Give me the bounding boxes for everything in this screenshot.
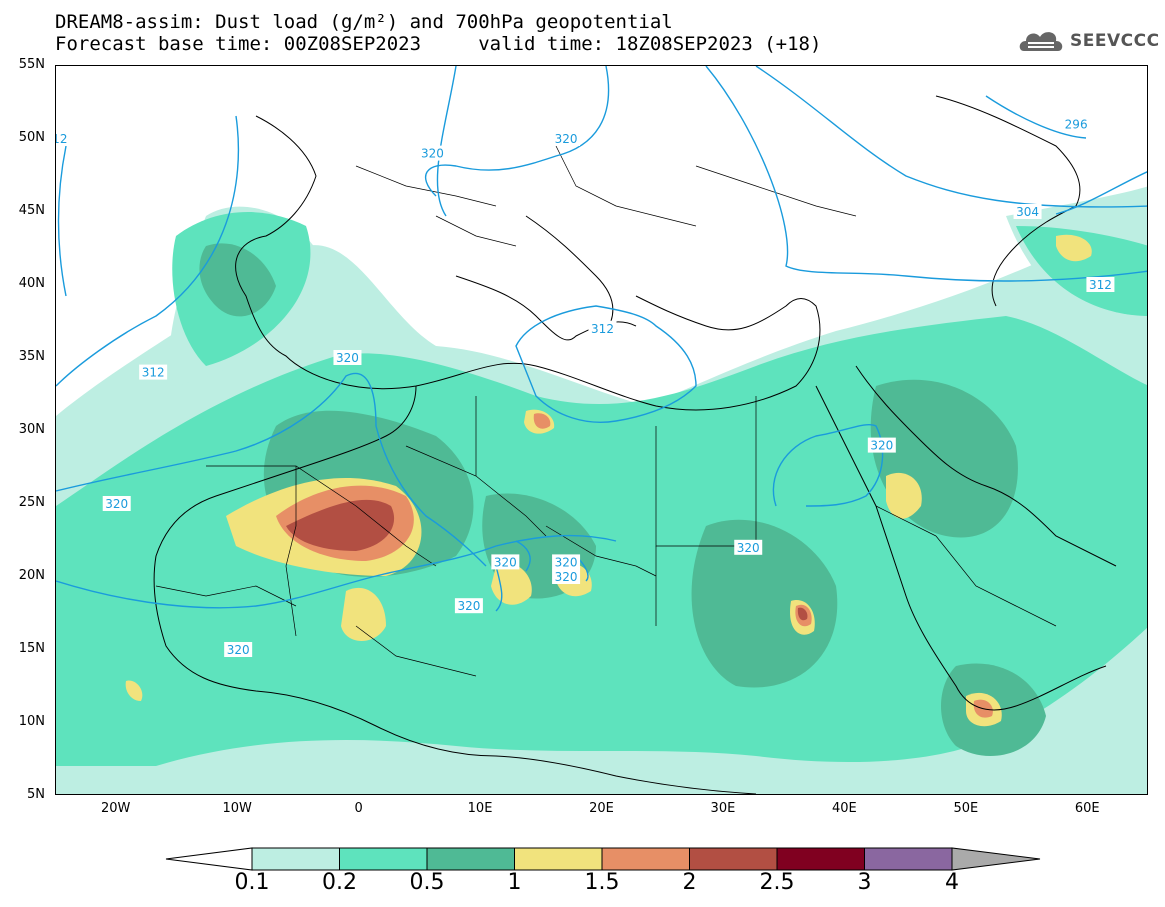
colorbar-segment xyxy=(426,847,515,871)
contour-label: 320 xyxy=(552,131,581,146)
contour-label: 320 xyxy=(454,598,483,614)
contour-label: 320 xyxy=(418,145,447,161)
colorbar-tick-label: 4 xyxy=(945,870,959,895)
svg-text:320: 320 xyxy=(870,439,893,453)
contour-label: 320 xyxy=(734,539,763,555)
colorbar-tick-label: 1 xyxy=(507,870,522,895)
colorbar-tick-label: 3 xyxy=(857,870,872,895)
contour-label: 296 xyxy=(1062,116,1091,132)
longitude-label: 0 xyxy=(354,801,363,816)
longitude-label: 10W xyxy=(222,801,252,816)
logo-text: SEEVCCC xyxy=(1070,31,1160,51)
colorbar-tick-label: 1.5 xyxy=(584,870,620,895)
longitude-label: 10E xyxy=(467,801,493,816)
longitude-label: 20W xyxy=(101,801,131,816)
svg-text:312: 312 xyxy=(1089,278,1112,292)
longitude-label: 40E xyxy=(831,801,857,816)
contour-label: 304 xyxy=(1013,204,1042,219)
colorbar-segment xyxy=(864,847,953,871)
contour-label: 312 xyxy=(1086,277,1115,292)
svg-text:320: 320 xyxy=(555,570,578,584)
longitude-label: 50E xyxy=(953,801,979,816)
colorbar-under-arrow xyxy=(165,847,253,871)
colorbar-segment xyxy=(339,847,428,871)
contour-label: 320 xyxy=(224,642,253,657)
contour-label: 312 xyxy=(139,364,168,380)
contour-label: 320 xyxy=(552,554,581,570)
contour-label: 320 xyxy=(333,350,362,365)
cloud-icon xyxy=(1019,32,1063,51)
latitude-label: 35N xyxy=(18,349,45,364)
latitude-label: 50N xyxy=(18,130,45,145)
svg-text:312: 312 xyxy=(56,132,67,146)
svg-text:320: 320 xyxy=(105,497,128,511)
latitude-label: 25N xyxy=(18,495,45,510)
svg-text:320: 320 xyxy=(421,147,444,161)
colorbar-tick-label: 0.5 xyxy=(409,870,445,895)
colorbar-tick-label: 2 xyxy=(682,870,697,895)
latitude-label: 30N xyxy=(18,422,45,437)
svg-text:320: 320 xyxy=(227,643,250,657)
svg-text:320: 320 xyxy=(737,541,760,555)
dust-field-2gm2 xyxy=(286,499,808,621)
svg-text:304: 304 xyxy=(1016,205,1039,219)
colorbar-segment xyxy=(689,847,778,871)
contour-label: 320 xyxy=(102,496,131,511)
latitude-label: 55N xyxy=(18,57,45,72)
latitude-label: 40N xyxy=(18,276,45,291)
colorbar xyxy=(165,847,1041,871)
colorbar-tick-label: 2.5 xyxy=(759,870,795,895)
colorbar-tick-label: 0.2 xyxy=(322,870,357,895)
contour-label: 320 xyxy=(867,437,896,453)
colorbar-over-arrow xyxy=(951,847,1041,871)
longitude-label: 60E xyxy=(1074,801,1100,816)
svg-text:320: 320 xyxy=(457,599,480,613)
svg-text:296: 296 xyxy=(1065,117,1088,131)
latitude-label: 20N xyxy=(18,568,45,583)
map-title-line-1: DREAM8-assim: Dust load (g/m²) and 700hP… xyxy=(55,11,673,33)
svg-text:320: 320 xyxy=(336,351,359,365)
svg-text:320: 320 xyxy=(555,555,578,569)
svg-text:312: 312 xyxy=(142,366,165,380)
svg-text:312: 312 xyxy=(591,322,614,336)
colorbar-segment xyxy=(776,847,865,871)
svg-text:320: 320 xyxy=(555,132,578,146)
dust-load-map: 3123203202963043123123203123203203203203… xyxy=(56,66,1147,794)
svg-text:320: 320 xyxy=(494,555,517,569)
colorbar-segments xyxy=(165,847,1041,871)
latitude-label: 5N xyxy=(27,787,45,802)
contour-label: 320 xyxy=(491,554,520,570)
latitude-label: 15N xyxy=(18,641,45,656)
longitude-label: 20E xyxy=(589,801,614,816)
latitude-label: 45N xyxy=(18,203,45,218)
longitude-label: 30E xyxy=(710,801,736,816)
latitude-label: 10N xyxy=(18,714,45,729)
contour-label: 312 xyxy=(56,131,70,146)
contour-labels: 3123203202963043123123203123203203203203… xyxy=(56,116,1115,657)
colorbar-segment xyxy=(601,847,690,871)
colorbar-segment xyxy=(514,847,603,871)
contour-label: 320 xyxy=(552,569,581,584)
seevccc-logo: SEEVCCC xyxy=(1018,26,1160,56)
colorbar-segment xyxy=(251,847,340,871)
map-title-line-2: Forecast base time: 00Z08SEP2023 valid t… xyxy=(55,33,822,55)
colorbar-tick-label: 0.1 xyxy=(234,870,270,895)
contour-label: 312 xyxy=(588,320,617,336)
map-panel[interactable]: 3123203202963043123123203123203203203203… xyxy=(55,65,1148,795)
